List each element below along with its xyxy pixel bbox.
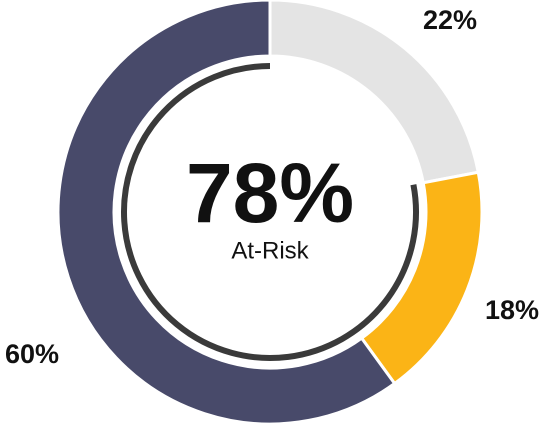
donut-segment: [56, 0, 397, 425]
center-arc: [121, 63, 419, 361]
center-text: At-Risk: [231, 237, 309, 264]
center-value: 78%: [186, 146, 354, 240]
donut-segment: [359, 170, 484, 386]
segment-label: 60%: [5, 339, 59, 369]
segment-label: 22%: [423, 5, 477, 35]
segment-label: 18%: [485, 295, 539, 325]
